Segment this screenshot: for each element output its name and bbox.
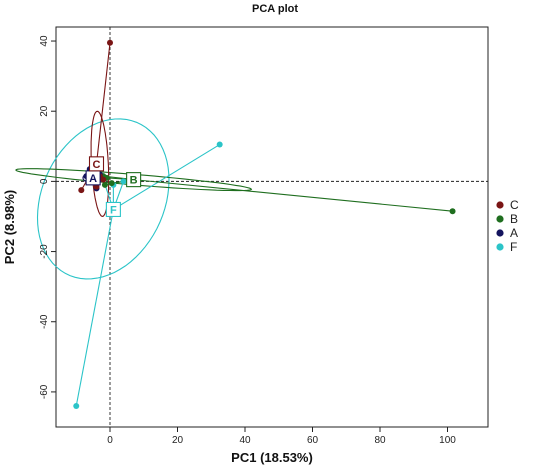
ellipse-b: [15, 168, 253, 192]
x-tick-label: 100: [439, 435, 456, 446]
centroid-b: B: [126, 172, 142, 188]
centroid-labels: F B AC: [85, 156, 142, 218]
legend-label-f: F: [510, 240, 517, 254]
point-f: [216, 141, 223, 148]
x-tick-label: 0: [107, 435, 113, 446]
spoke-f: [113, 144, 220, 210]
point-c: [107, 39, 113, 46]
spoke-c: [95, 42, 111, 164]
point-b: [101, 181, 108, 188]
point-c: [78, 187, 85, 194]
centroid-a: A: [85, 170, 101, 186]
y-tick-label: -20: [39, 244, 50, 259]
y-tick-label: 20: [39, 105, 50, 117]
legend-marker-f: [496, 243, 504, 251]
y-tick-label: 40: [39, 35, 50, 47]
y-tick-label: 0: [39, 178, 50, 184]
legend-label-a: A: [510, 226, 518, 240]
legend-label-b: B: [510, 212, 518, 226]
x-tick-label: 20: [172, 435, 184, 446]
x-tick-label: 80: [374, 435, 386, 446]
spoke-f: [75, 209, 114, 407]
y-axis-ticks: -60 -40 -20 0 20 40: [39, 35, 56, 399]
centroid-label-f: F: [110, 204, 117, 216]
ellipse-f: [36, 118, 170, 280]
x-axis-label: PC1 (18.53%): [231, 450, 313, 465]
point-c: [100, 176, 107, 183]
y-tick-label: -60: [39, 384, 50, 399]
point-f: [73, 402, 80, 409]
legend-marker-a: [496, 229, 504, 237]
centroid-spokes: [75, 42, 453, 407]
legend-marker-c: [496, 201, 504, 209]
point-f: [120, 178, 127, 185]
data-points: [73, 39, 456, 409]
x-tick-label: 40: [239, 435, 251, 446]
legend-marker-b: [496, 215, 504, 223]
chart-title: PCA plot: [252, 3, 298, 15]
spoke-b: [133, 179, 453, 212]
point-b: [108, 180, 115, 187]
centroid-f: F: [105, 201, 121, 218]
x-axis-ticks: 0 20 40 60 80 100: [107, 427, 456, 446]
confidence-ellipses: [15, 110, 253, 280]
legend-label-c: C: [510, 198, 519, 212]
centroid-label-c: C: [93, 159, 101, 171]
y-tick-label: -40: [39, 314, 50, 329]
centroid-label-a: A: [89, 173, 97, 185]
reference-lines: [56, 27, 488, 427]
centroid-label-b: B: [130, 175, 138, 187]
y-axis-label: PC2 (8.98%): [2, 190, 17, 264]
x-tick-label: 60: [307, 435, 319, 446]
centroid-c: C: [88, 156, 105, 172]
point-b: [449, 208, 456, 215]
plot-frame: [55, 26, 489, 428]
